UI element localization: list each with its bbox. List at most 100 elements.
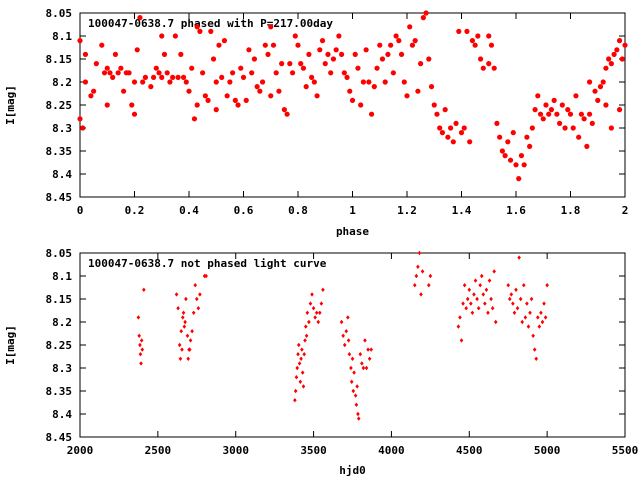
y-tick-label: 8.25 xyxy=(46,339,73,352)
data-point xyxy=(516,176,522,182)
data-point xyxy=(183,79,189,85)
data-point xyxy=(603,102,609,108)
data-point xyxy=(176,306,180,311)
data-point xyxy=(439,130,446,136)
data-point xyxy=(512,310,517,315)
data-point xyxy=(393,33,399,39)
y-tick-label: 8.2 xyxy=(52,316,72,329)
data-point xyxy=(153,65,159,71)
data-point xyxy=(382,79,388,85)
data-point xyxy=(363,47,369,53)
data-point xyxy=(535,93,541,99)
data-point xyxy=(486,61,492,67)
data-point xyxy=(497,134,503,140)
data-point xyxy=(531,333,535,338)
data-point xyxy=(509,292,514,297)
data-point xyxy=(246,47,252,53)
data-point xyxy=(121,88,127,94)
unphased-x-axis-label: hjd0 xyxy=(339,464,366,477)
y-tick-label: 8.4 xyxy=(52,168,72,181)
data-point xyxy=(175,74,181,80)
data-point xyxy=(518,296,523,302)
data-point xyxy=(190,329,194,334)
data-point xyxy=(567,111,574,117)
data-point xyxy=(339,51,345,58)
data-point xyxy=(347,88,353,94)
data-point xyxy=(309,74,315,80)
data-point xyxy=(295,42,301,48)
data-point xyxy=(431,102,437,108)
x-tick-label: 2500 xyxy=(145,444,172,457)
data-point xyxy=(268,24,274,30)
data-point xyxy=(459,338,464,343)
data-point xyxy=(445,134,451,140)
data-point xyxy=(221,38,228,44)
data-point xyxy=(129,102,135,108)
data-point xyxy=(321,287,325,292)
data-point xyxy=(77,38,83,44)
data-point xyxy=(527,143,533,149)
data-point xyxy=(401,79,407,85)
data-point xyxy=(529,125,535,131)
data-point xyxy=(385,51,391,58)
data-point xyxy=(268,93,274,99)
data-point xyxy=(350,356,355,361)
data-point xyxy=(369,347,373,352)
y-tick-label: 8.4 xyxy=(52,408,72,421)
data-point xyxy=(517,255,521,260)
data-point xyxy=(423,10,429,16)
y-tick-label: 8.45 xyxy=(46,191,73,204)
data-point xyxy=(140,347,145,352)
data-point xyxy=(458,315,462,320)
data-point xyxy=(295,365,300,371)
data-point xyxy=(398,51,405,58)
data-point xyxy=(303,84,309,90)
data-point xyxy=(251,56,257,62)
data-point xyxy=(414,273,419,279)
data-point xyxy=(470,310,475,315)
phased-plot-frame xyxy=(79,12,626,198)
data-point xyxy=(616,38,623,44)
data-point xyxy=(80,125,86,131)
data-point xyxy=(554,111,560,117)
data-point xyxy=(134,47,140,53)
data-point xyxy=(287,61,293,67)
data-point xyxy=(140,79,146,85)
data-point xyxy=(589,120,595,126)
data-point xyxy=(259,79,266,85)
data-point xyxy=(465,296,470,302)
data-point xyxy=(540,319,545,325)
data-point xyxy=(578,111,585,117)
data-point xyxy=(367,356,372,361)
data-point xyxy=(611,51,617,58)
data-point xyxy=(325,51,331,58)
data-point xyxy=(196,306,201,311)
data-point xyxy=(238,65,244,71)
data-point xyxy=(404,93,410,99)
y-tick-label: 8.1 xyxy=(52,30,72,43)
data-point xyxy=(524,134,530,140)
data-point xyxy=(475,296,479,302)
unphased-data-points xyxy=(136,250,549,421)
x-tick-label: 2 xyxy=(622,204,629,217)
data-point xyxy=(349,365,353,371)
data-point xyxy=(188,338,193,343)
data-point xyxy=(240,74,247,80)
data-point xyxy=(473,278,478,283)
data-point xyxy=(352,370,356,375)
data-point xyxy=(279,61,285,67)
data-point xyxy=(428,84,435,90)
data-point xyxy=(159,33,165,39)
data-point xyxy=(262,42,268,48)
data-point xyxy=(311,306,316,311)
data-point xyxy=(310,292,314,297)
data-point xyxy=(576,134,582,140)
y-tick-label: 8.35 xyxy=(46,145,73,158)
data-point xyxy=(488,42,495,48)
data-point xyxy=(198,292,202,297)
data-point xyxy=(469,38,475,44)
unphased-y-axis-label: I[mag] xyxy=(4,325,17,365)
data-point xyxy=(137,333,141,338)
data-point xyxy=(296,352,300,357)
data-point xyxy=(227,79,233,85)
